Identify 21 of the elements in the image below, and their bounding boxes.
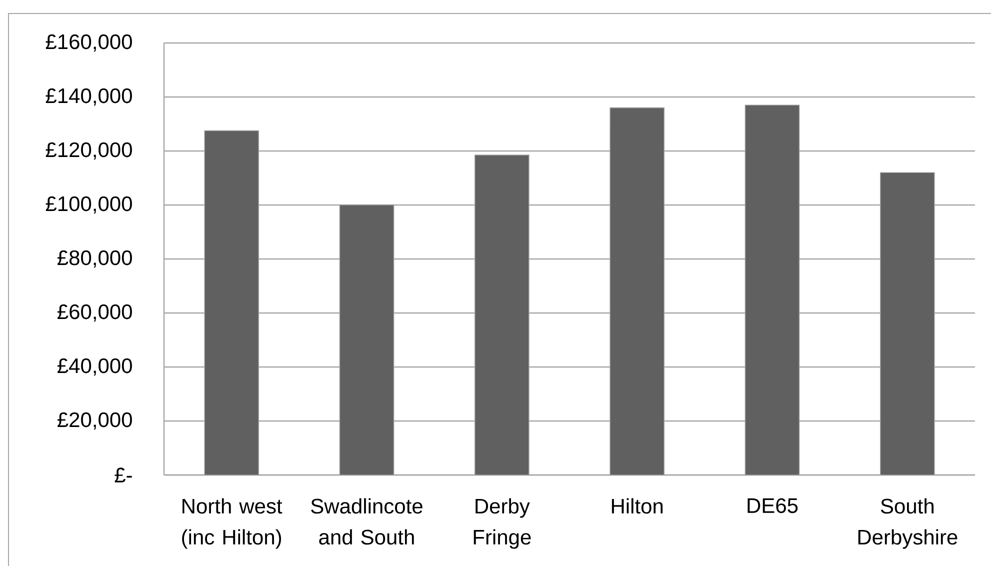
y-tick-label: £140,000: [46, 88, 132, 106]
bar: [744, 104, 800, 475]
x-tick-label: North west (inc Hilton): [182, 498, 282, 549]
x-tick-label: DE65: [748, 498, 798, 514]
y-tick-label: £20,000: [57, 412, 132, 430]
bar: [204, 130, 259, 475]
x-tick-label: South Derbyshire: [858, 498, 958, 549]
bar: [610, 107, 664, 475]
bar: [339, 204, 394, 475]
y-tick-label: £40,000: [57, 358, 132, 376]
x-tick-label: Derby Fringe: [474, 498, 531, 549]
bar: [474, 154, 530, 475]
y-tick-label: £-: [114, 468, 132, 482]
y-tick-label: £100,000: [46, 196, 132, 214]
x-tick-label: Hilton: [612, 498, 663, 514]
y-tick-label: £80,000: [57, 250, 132, 268]
y-tick-label: £120,000: [46, 142, 132, 160]
y-tick-label: £60,000: [57, 304, 132, 322]
x-tick-label: Swadlincote and South: [311, 498, 422, 545]
y-tick-label: £160,000: [46, 34, 132, 52]
bar: [880, 172, 935, 475]
